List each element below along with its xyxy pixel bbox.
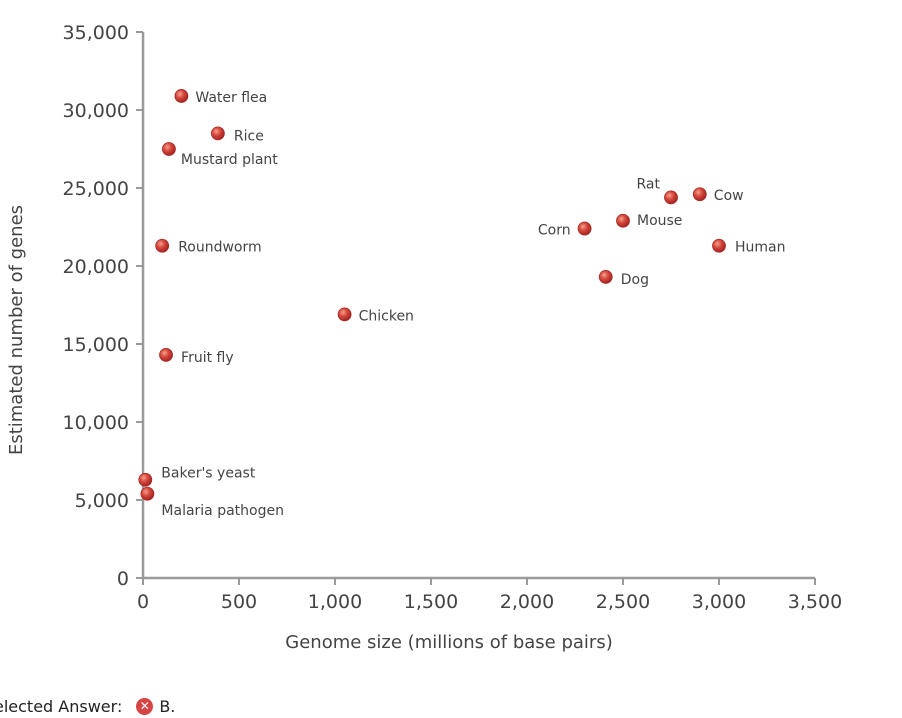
x-tick-label: 1,500: [404, 591, 458, 613]
x-tick-label: 1,000: [308, 591, 362, 613]
y-tick-label: 30,000: [63, 100, 129, 122]
data-point: [692, 187, 707, 202]
scatter-chart: 0 5,000 10,000 15,000 20,000 25,000 30,000 35,0…: [6, 22, 843, 653]
point-label: Rat: [637, 176, 661, 192]
data-point: [337, 307, 352, 322]
y-tick-label: 25,000: [63, 178, 129, 200]
x-tick-label: 0: [137, 591, 149, 613]
y-tick-label: 5,000: [75, 490, 129, 512]
data-point: [155, 238, 170, 253]
data-point: [159, 348, 173, 362]
x-circle-icon: ✕: [136, 697, 154, 715]
point-label: Human: [735, 240, 786, 256]
y-tick-label: 20,000: [63, 256, 129, 278]
selected-answer-row: elected Answer: ✕ B.: [0, 694, 175, 718]
y-tick-label: 15,000: [63, 334, 129, 356]
data-point: [598, 270, 613, 284]
data-point: [664, 190, 678, 205]
point-label: Roundworm: [178, 240, 261, 256]
point-label: Corn: [538, 223, 571, 239]
point-label: Water flea: [195, 90, 267, 106]
selected-answer-label: elected Answer:: [0, 696, 123, 716]
data-point: [616, 213, 630, 228]
y-tick-label: 35,000: [63, 22, 129, 44]
axes: [141, 32, 815, 580]
point-label: Fruit fly: [181, 350, 234, 366]
data-point: [712, 238, 726, 253]
x-axis-title: Genome size (millions of base pairs): [285, 632, 612, 653]
data-points: Water flea Rice Mustard plant Roundworm Frui…: [138, 89, 786, 519]
point-label: Rice: [234, 128, 264, 144]
data-point: [162, 142, 176, 156]
y-tick-label: 0: [117, 568, 129, 590]
x-tick-label: 2,000: [500, 591, 554, 613]
point-label: Mustard plant: [181, 152, 278, 168]
x-tick-label: 500: [221, 591, 257, 613]
data-point: [210, 126, 225, 141]
point-label: Baker's yeast: [161, 466, 256, 482]
point-label: Cow: [714, 188, 744, 204]
selected-answer-value: B.: [159, 696, 176, 716]
point-label: Chicken: [359, 308, 414, 324]
x-tick-label: 2,500: [596, 591, 650, 613]
point-label: Malaria pathogen: [161, 503, 284, 519]
data-point: [140, 486, 155, 501]
point-label: Dog: [621, 272, 649, 288]
x-tick-label: 3,500: [788, 591, 842, 613]
data-point: [138, 472, 153, 487]
y-tick-label: 10,000: [63, 412, 129, 434]
y-axis-title: Estimated number of genes: [6, 205, 27, 455]
data-point: [174, 89, 189, 103]
x-tick-label: 3,000: [692, 591, 746, 613]
data-point: [577, 221, 592, 236]
point-label: Mouse: [637, 213, 682, 229]
ticks: 0 5,000 10,000 15,000 20,000 25,000 30,000 35,0…: [63, 22, 843, 613]
